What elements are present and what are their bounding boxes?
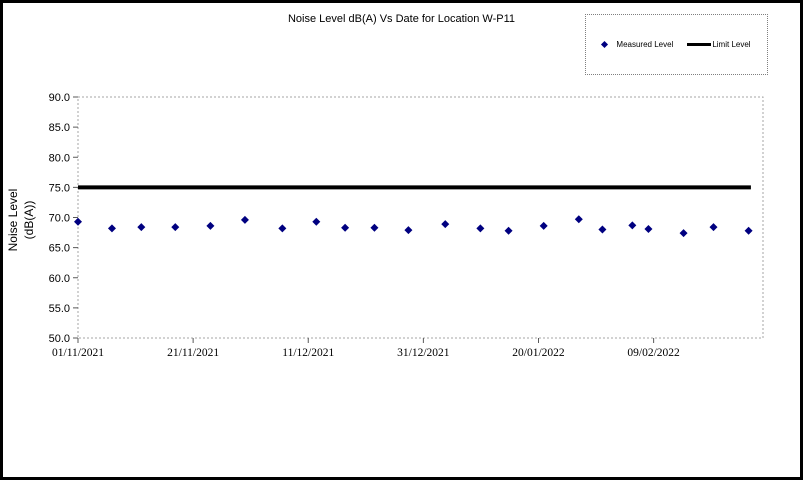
data-point (679, 229, 688, 238)
data-point (539, 221, 548, 230)
y-tick-label: 65.0 (49, 243, 70, 255)
plot-area: 90.0 85.0 80.0 75.0 70.0 65.0 60.0 55.0 50.0 01/1… (49, 92, 764, 359)
data-point (598, 225, 607, 234)
legend-label-measured: Measured Level (616, 40, 674, 49)
data-point (137, 223, 146, 232)
data-point (74, 217, 82, 226)
data-point (404, 226, 413, 235)
y-tick-label: 50.0 (49, 333, 70, 345)
x-tick-label: 01/11/2021 (52, 347, 104, 359)
data-point (504, 226, 513, 235)
plot-border (77, 96, 764, 339)
data-point (278, 224, 287, 233)
y-tick-label: 60.0 (49, 273, 70, 285)
y-tick-label: 90.0 (49, 92, 70, 104)
y-tick-label: 70.0 (49, 213, 70, 225)
data-point (441, 220, 450, 229)
legend-item-measured: Measured Level (601, 40, 674, 49)
legend-label-limit: Limit Level (712, 40, 751, 49)
data-point (744, 226, 753, 235)
data-point (240, 215, 249, 224)
data-point (206, 221, 215, 230)
x-tick-label: 31/12/2021 (397, 347, 450, 359)
y-tick-label: 80.0 (49, 152, 70, 164)
data-point (171, 223, 180, 232)
data-point (312, 217, 321, 226)
data-point (476, 224, 485, 233)
data-point (644, 224, 653, 233)
data-point (574, 215, 583, 224)
x-tick-label: 21/11/2021 (167, 347, 219, 359)
y-tick-label: 55.0 (49, 303, 70, 315)
y-tick-label: 75.0 (49, 182, 70, 194)
chart-title: Noise Level dB(A) Vs Date for Location W… (287, 13, 516, 25)
data-point (709, 223, 718, 232)
data-point (628, 221, 637, 230)
x-tick-label: 09/02/2022 (627, 347, 680, 359)
data-point (107, 224, 116, 233)
x-tick-label: 20/01/2022 (512, 347, 565, 359)
y-tick-label: 85.0 (49, 122, 70, 134)
x-tick-label: 11/12/2021 (282, 347, 334, 359)
legend: Measured Level Limit Level (585, 14, 768, 75)
legend-item-limit: Limit Level (687, 40, 751, 49)
data-point (341, 223, 350, 232)
data-point (370, 223, 379, 232)
limit-level-line-icon (687, 43, 712, 46)
